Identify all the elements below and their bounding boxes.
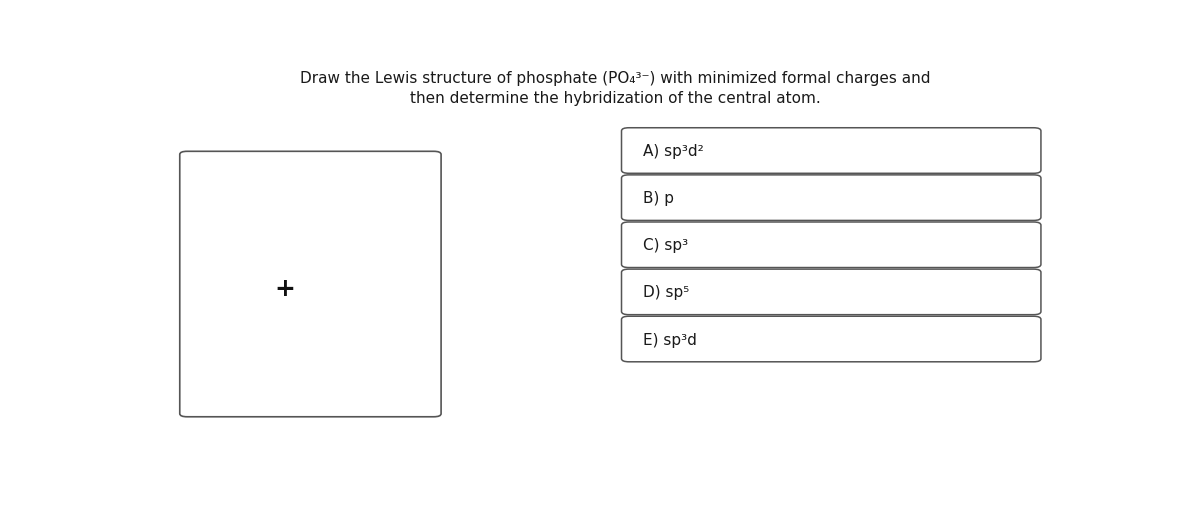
FancyBboxPatch shape — [622, 270, 1040, 315]
Text: +: + — [275, 276, 295, 300]
Text: E) sp³d: E) sp³d — [643, 332, 697, 347]
FancyBboxPatch shape — [622, 222, 1040, 268]
FancyBboxPatch shape — [622, 176, 1040, 221]
Text: C) sp³: C) sp³ — [643, 238, 688, 253]
Text: A) sp³d²: A) sp³d² — [643, 144, 703, 159]
Text: then determine the hybridization of the central atom.: then determine the hybridization of the … — [409, 91, 821, 105]
Text: B) p: B) p — [643, 191, 674, 206]
FancyBboxPatch shape — [622, 317, 1040, 362]
FancyBboxPatch shape — [622, 128, 1040, 174]
Text: D) sp⁵: D) sp⁵ — [643, 285, 689, 300]
Text: Draw the Lewis structure of phosphate (PO₄³⁻) with minimized formal charges and: Draw the Lewis structure of phosphate (P… — [300, 71, 930, 86]
FancyBboxPatch shape — [180, 152, 442, 417]
